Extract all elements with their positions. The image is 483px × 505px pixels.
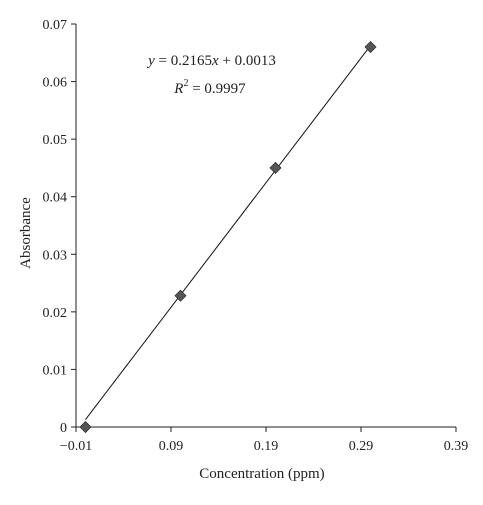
- x-tick-label: 0.09: [159, 439, 184, 454]
- tick-marks: 0 0.01 0.02 0.03 0.04 0.05 0.06 0.07 −0.01 0.09 0.…: [43, 18, 469, 454]
- x-tick-label: 0.19: [254, 439, 279, 454]
- y-tick-label: 0.06: [43, 76, 68, 91]
- x-tick-label: 0.29: [349, 439, 374, 454]
- data-point: [269, 161, 282, 174]
- y-tick-label: 0.07: [43, 18, 68, 33]
- data-point: [79, 420, 92, 434]
- y-tick-label: 0.02: [43, 306, 68, 321]
- data-point: [364, 40, 377, 54]
- trendline: [85, 45, 371, 420]
- x-tick-label: −0.01: [60, 439, 92, 454]
- axes: [75, 24, 456, 428]
- y-tick-label: 0: [60, 421, 67, 436]
- data-point: [174, 289, 187, 302]
- regression-equation: y = 0.2165x + 0.0013: [146, 53, 276, 69]
- x-axis-title: Concentration (ppm): [199, 466, 324, 482]
- y-tick-label: 0.03: [43, 248, 68, 263]
- y-tick-label: 0.01: [43, 363, 68, 378]
- y-tick-label: 0.04: [43, 191, 68, 206]
- y-axis-title: Absorbance: [18, 197, 34, 269]
- data-points: [79, 40, 377, 434]
- trendline-group: [85, 45, 371, 420]
- y-tick-label: 0.05: [43, 133, 68, 148]
- x-tick-label: 0.39: [444, 439, 469, 454]
- r-squared-label: R2 = 0.9997: [173, 78, 246, 97]
